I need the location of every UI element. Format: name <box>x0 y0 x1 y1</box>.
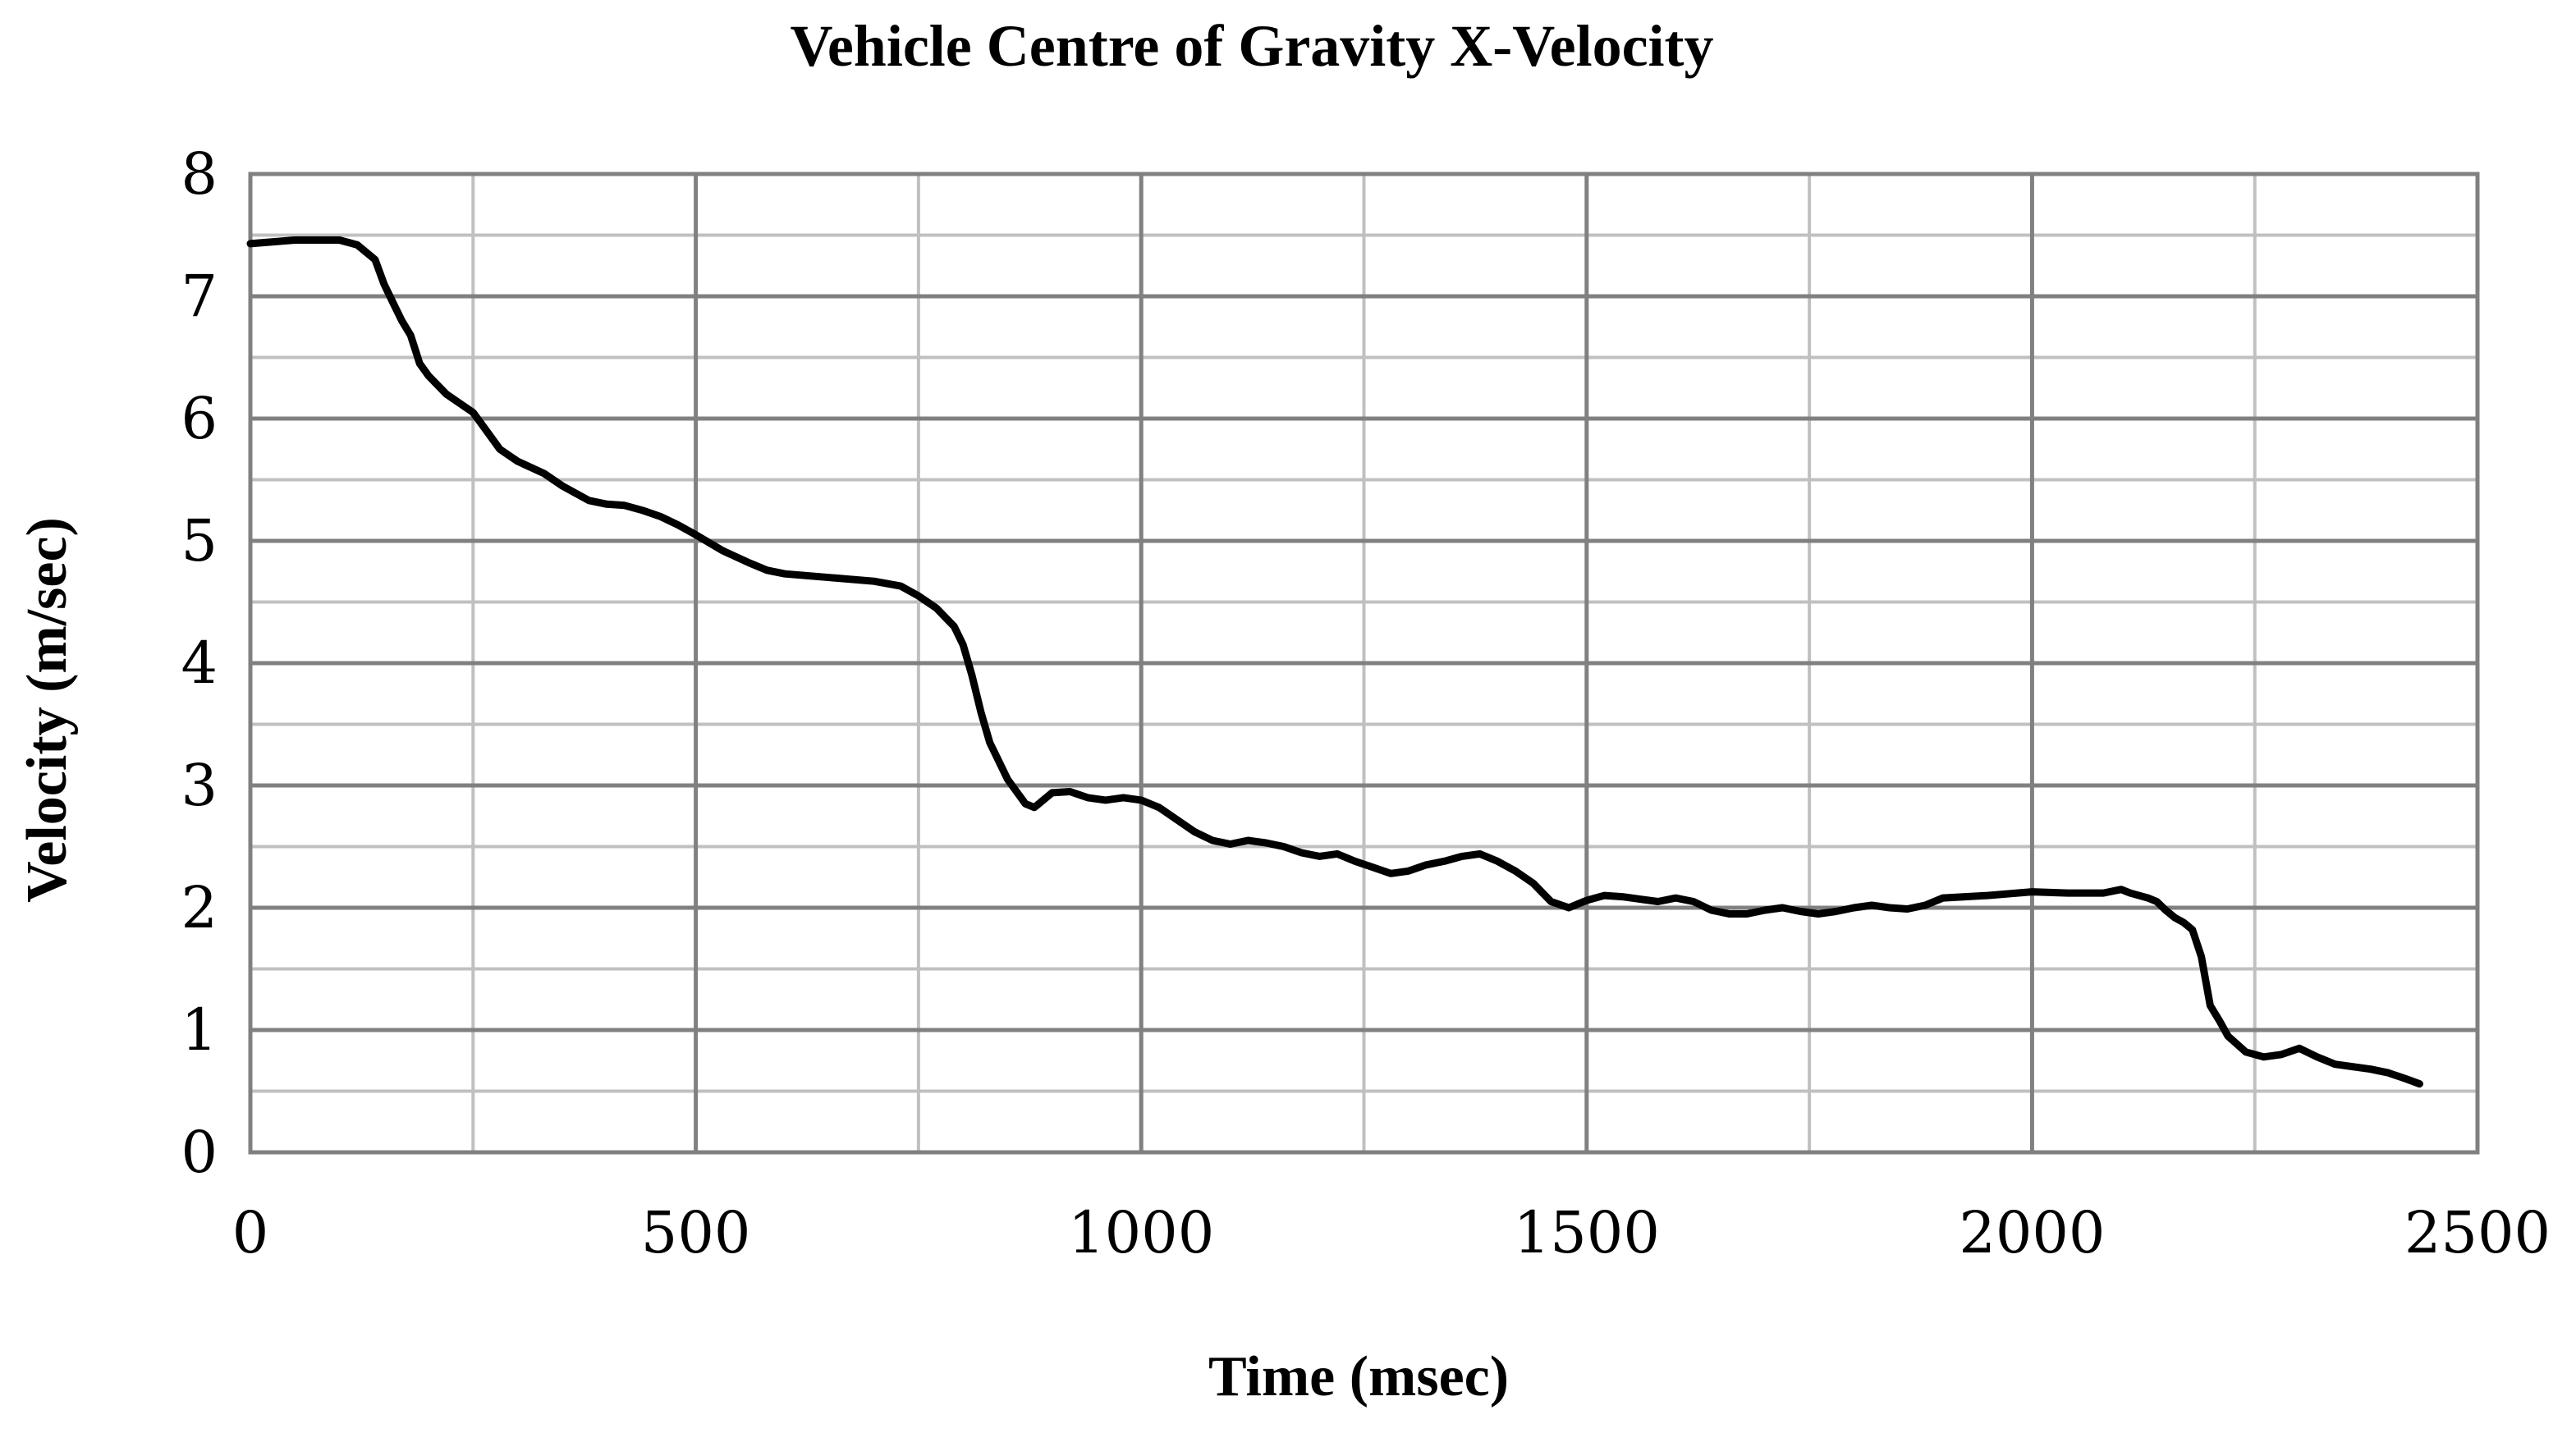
chart-title: Vehicle Centre of Gravity X-Velocity <box>790 13 1713 79</box>
series-line-velocity <box>246 236 2423 1088</box>
x-tick-label: 0 <box>232 1199 269 1266</box>
series-layer <box>246 236 2423 1088</box>
x-tick-label: 1500 <box>1514 1199 1660 1266</box>
y-axis-title: Velocity (m/sec) <box>16 517 79 903</box>
y-axis-ticks: 0 1 2 3 4 5 6 7 8 <box>181 140 218 1186</box>
x-tick-label: 500 <box>641 1199 751 1266</box>
y-tick-label: 7 <box>181 263 218 330</box>
y-tick-label: 8 <box>181 140 218 208</box>
y-tick-label: 0 <box>181 1119 218 1186</box>
x-tick-label: 1000 <box>1068 1199 1214 1266</box>
x-tick-label: 2000 <box>1959 1199 2105 1266</box>
y-tick-label: 6 <box>181 385 218 452</box>
y-tick-label: 1 <box>181 996 218 1064</box>
x-axis-title: Time (msec) <box>1208 1345 1509 1408</box>
y-tick-label: 2 <box>181 874 218 941</box>
x-tick-label: 2500 <box>2404 1199 2551 1266</box>
y-tick-label: 4 <box>181 630 218 697</box>
y-tick-label: 5 <box>181 507 218 575</box>
grid <box>248 172 2480 1155</box>
plot-frame <box>248 172 2480 1155</box>
y-tick-label: 3 <box>181 752 218 819</box>
x-axis-ticks: 0 500 1000 1500 2000 2500 <box>232 1199 2551 1266</box>
